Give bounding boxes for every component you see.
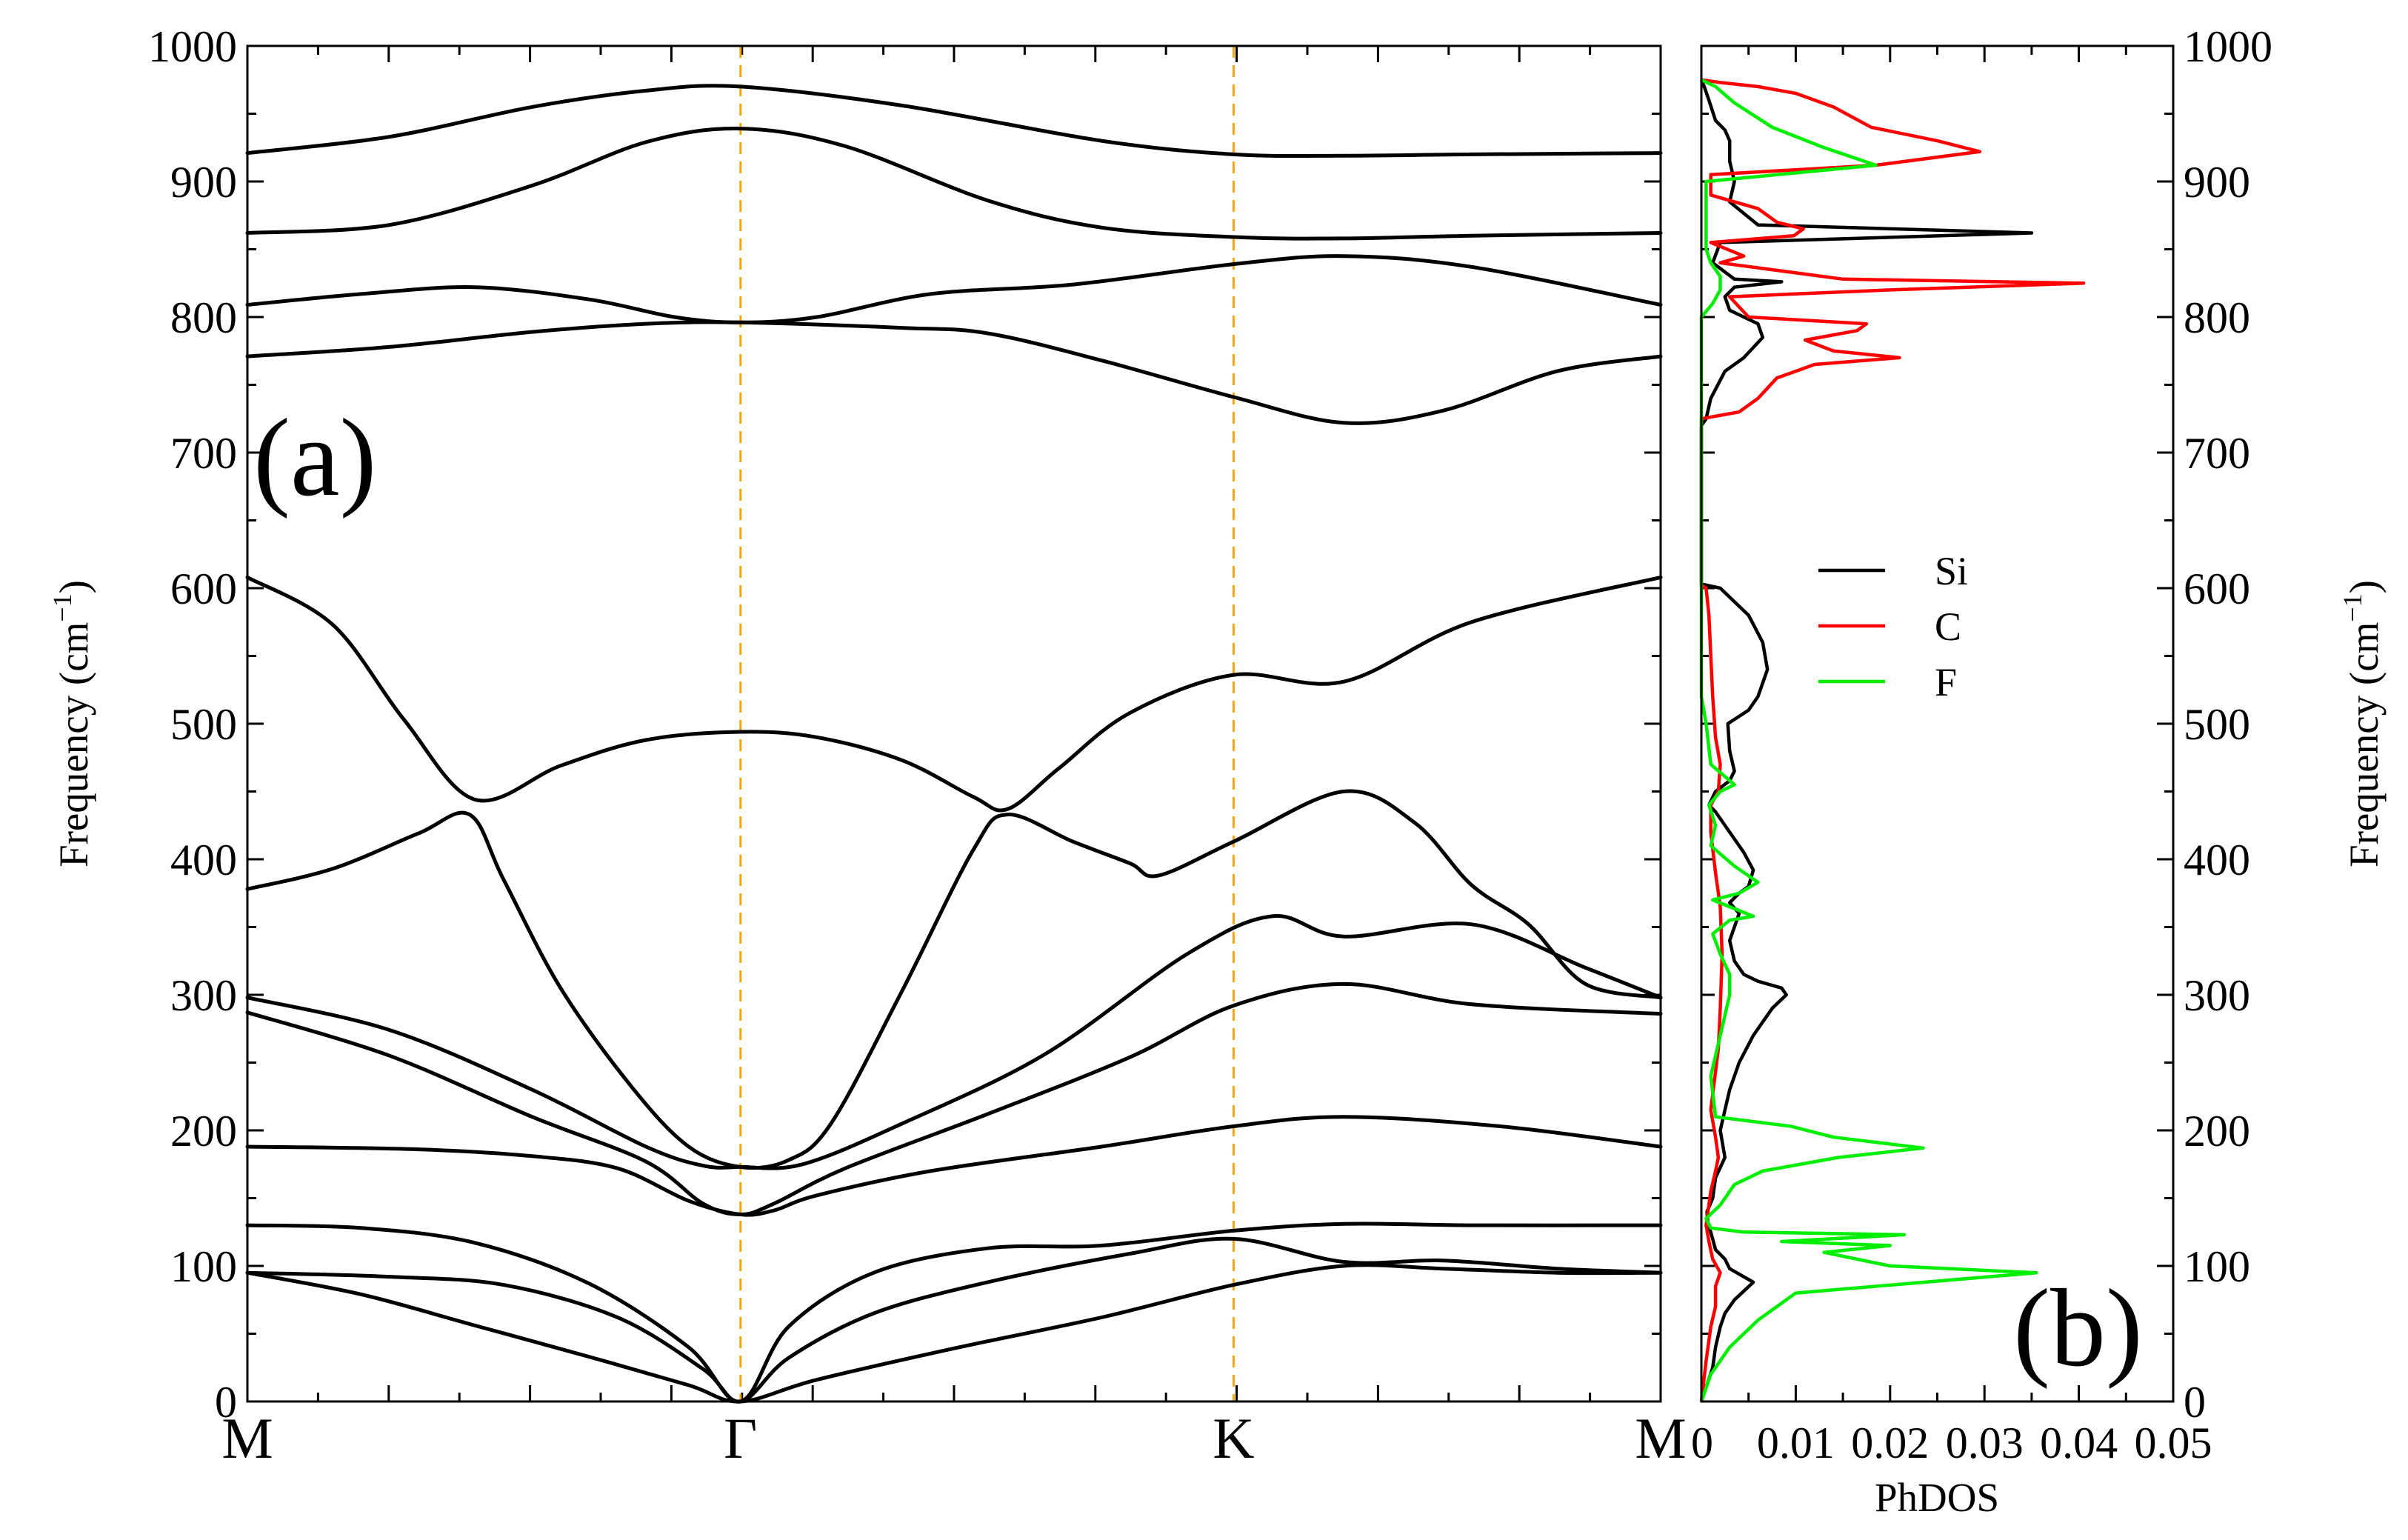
band-8: [245, 575, 1663, 813]
phdos-y-tick-label: 700: [2184, 429, 2250, 478]
x-tick-label-M-end: M: [1635, 1406, 1686, 1470]
phdos-legend: Si C F: [1818, 549, 1968, 704]
band-y-axis-label-sup: −1: [47, 593, 77, 621]
phdos-y-tick-label: 500: [2184, 700, 2250, 749]
band-1: [245, 1263, 1663, 1404]
phdos-x-axis-label: PhDOS: [1875, 1475, 1999, 1520]
band-9: [245, 320, 1663, 425]
phdos-panel: 0 100 200 300 400 500 600 700 800 900 1000 0 0.01 0.…: [1691, 22, 2387, 1520]
phdos-x-tick-label: 0.05: [2135, 1419, 2212, 1467]
band-structure-panel: 0 100 200 300 400 500 600 700 800 900 1000 M Γ K M…: [47, 22, 1687, 1470]
phdos-y-tick-label: 200: [2184, 1107, 2250, 1156]
band-y-tick-label: 100: [170, 1242, 237, 1291]
band-y-tick-label: 1000: [148, 22, 237, 71]
phdos-y-axis-label: Frequency (cm−1): [2338, 580, 2387, 867]
phdos-y-axis-label-main: Frequency (cm: [2341, 622, 2387, 867]
band-7: [245, 789, 1663, 1170]
band-axis-ticks: [246, 44, 1662, 1403]
band-y-tick-label: 800: [170, 293, 237, 342]
band-2: [245, 1236, 1663, 1404]
phdos-x-tick-label: 0: [1691, 1419, 1713, 1467]
band-y-axis-label-close: ): [51, 580, 96, 593]
phonon-bands: [245, 84, 1663, 1404]
band-12: [245, 84, 1663, 159]
phdos-curves: [1699, 78, 2086, 1402]
phdos-x-tick-label: 0.02: [1851, 1419, 1929, 1467]
band-y-axis-label: Frequency (cm−1): [47, 580, 96, 867]
phdos-curve-f: [1699, 78, 2038, 1402]
band-plot-frame: [246, 44, 1662, 1403]
high-symmetry-lines: [739, 46, 1235, 1401]
legend-label-c: C: [1935, 604, 1961, 649]
phdos-y-axis-label-close: ): [2341, 580, 2387, 593]
phdos-y-tick-label: 400: [2184, 836, 2250, 884]
band-3: [245, 1221, 1663, 1404]
phdos-y-axis-label-sup: −1: [2338, 593, 2367, 621]
band-y-tick-label: 300: [170, 971, 237, 1020]
phdos-y-tick-label: 800: [2184, 293, 2250, 342]
band-x-tick-labels: M Γ K M: [221, 1406, 1686, 1470]
phdos-y-tick-label: 900: [2184, 158, 2250, 207]
band-y-tick-labels: 0 100 200 300 400 500 600 700 800 900 1000: [148, 22, 237, 1427]
phdos-y-tick-label: 600: [2184, 564, 2250, 613]
band-10: [245, 254, 1663, 324]
band-y-tick-label: 600: [170, 564, 237, 613]
phdos-y-tick-label: 100: [2184, 1242, 2250, 1291]
band-y-tick-label: 0: [215, 1378, 237, 1427]
band-y-tick-label: 500: [170, 700, 237, 749]
phdos-x-tick-labels: 0 0.01 0.02 0.03 0.04 0.05: [1691, 1419, 2212, 1467]
panel-label-a: (a): [253, 396, 376, 519]
legend-label-si: Si: [1935, 549, 1968, 593]
phdos-y-tick-label: 0: [2184, 1378, 2206, 1427]
phdos-x-tick-label: 0.03: [1946, 1419, 2024, 1467]
phdos-x-tick-label: 0.04: [2040, 1419, 2118, 1467]
phdos-y-tick-label: 1000: [2184, 22, 2272, 71]
band-y-tick-label: 400: [170, 836, 237, 884]
phdos-x-tick-label: 0.01: [1757, 1419, 1835, 1467]
band-y-tick-label: 700: [170, 429, 237, 478]
band-4: [245, 1115, 1663, 1217]
band-5: [245, 981, 1663, 1216]
phdos-curve-c: [1699, 78, 2086, 1402]
phdos-y-tick-labels: 0 100 200 300 400 500 600 700 800 900 1000: [2184, 22, 2272, 1427]
phdos-y-tick-label: 300: [2184, 971, 2250, 1020]
band-11: [245, 127, 1663, 241]
x-tick-label-K: K: [1213, 1406, 1254, 1470]
x-tick-label-M-start: M: [221, 1406, 273, 1470]
phdos-plot-frame: [1700, 44, 2175, 1403]
x-tick-label-Gamma: Γ: [724, 1406, 757, 1470]
legend-label-f: F: [1935, 660, 1957, 704]
band-y-tick-label: 900: [170, 158, 237, 207]
band-6: [245, 914, 1663, 1170]
panel-label-b: (b): [2013, 1267, 2143, 1390]
band-y-tick-label: 200: [170, 1107, 237, 1156]
band-y-axis-label-main: Frequency (cm: [51, 622, 96, 867]
